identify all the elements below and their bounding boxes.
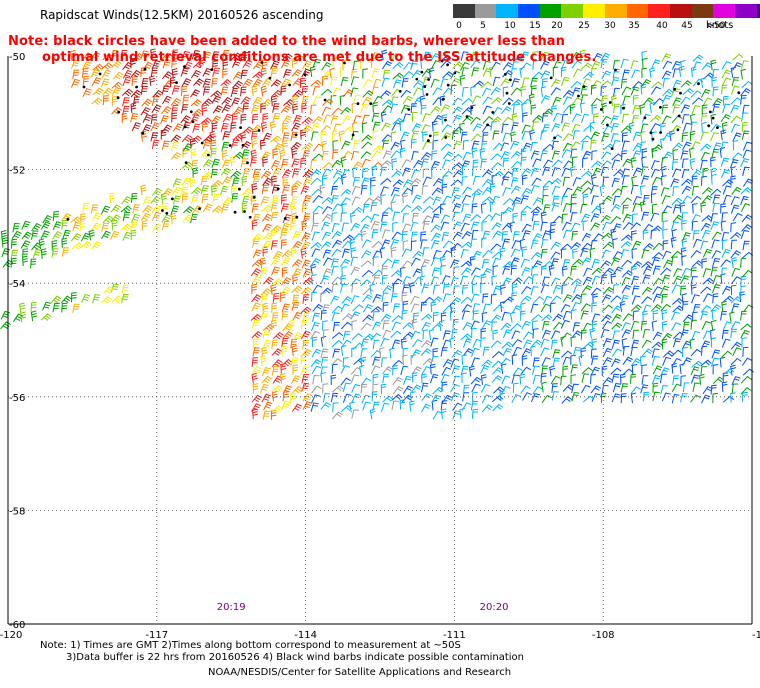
longitude-tick-label: -105 [752, 630, 760, 641]
latitude-tick-label: -56 [9, 393, 25, 404]
contamination-note-line-1: Note: black circles have been added to t… [8, 34, 566, 49]
longitude-tick-label: -111 [443, 630, 466, 641]
colorbar-swatch [648, 4, 670, 18]
latitude-tick-label: -54 [9, 279, 25, 290]
colorbar-swatch [539, 4, 562, 18]
measurement-time-label: 20:20 [480, 602, 509, 613]
colorbar-label: 20 [551, 21, 563, 31]
footer-credit: NOAA/NESDIS/Center for Satellite Applica… [208, 667, 512, 678]
colorbar-swatch [496, 4, 519, 18]
wind-barb-group [0, 51, 754, 404]
colorbar-swatch [518, 4, 540, 18]
footer-note-line-1: Note: 1) Times are GMT 2)Times along bot… [40, 640, 461, 651]
longitude-tick-label: -117 [145, 630, 168, 641]
contamination-note-line-2: optimal wind retrieval conditions are me… [42, 50, 597, 65]
wind-barb-group [310, 150, 434, 420]
colorbar-label: 10 [504, 21, 516, 31]
colorbar-label: 45 [681, 21, 693, 31]
colorbar-label: 15 [529, 21, 541, 31]
colorbar-swatch [669, 4, 692, 18]
colorbar-label: 30 [604, 21, 616, 31]
colorbar-swatch [626, 4, 649, 18]
colorbar-labels: 0 5 10 15 20 25 30 35 40 45 >50 [0, 21, 760, 33]
colorbar-swatch [713, 4, 735, 18]
colorbar-label: 35 [628, 21, 640, 31]
colorbar-swatch [604, 4, 627, 18]
colorbar-swatch [453, 4, 475, 18]
colorbar-label: 0 [456, 21, 462, 31]
colorbar-swatch [583, 4, 605, 18]
measurement-time-label: 20:19 [217, 602, 246, 613]
colorbar-label: >50 [706, 21, 726, 31]
longitude-tick-label: -114 [294, 630, 317, 641]
footer-note-line-2: 3)Data buffer is 22 hrs from 20160526 4)… [66, 652, 524, 663]
colorbar-swatch [756, 4, 760, 18]
map-gridlines [8, 56, 752, 624]
latitude-tick-label: -50 [9, 52, 25, 63]
wind-speed-colorbar [453, 4, 760, 18]
wind-barb-group [310, 50, 753, 420]
product-title: Rapidscat Winds(12.5KM) 20160526 ascendi… [40, 8, 324, 22]
wind-barb-group [61, 52, 382, 421]
wind-barb-group [120, 49, 314, 420]
latitude-tick-label: -60 [9, 620, 25, 631]
wind-barb-group [10, 49, 749, 323]
map-axes: -120 -117 -114 -111 -108 -105 -50 -52 -54 -56 -58 -… [0, 52, 760, 641]
latitude-tick-label: -52 [9, 166, 25, 177]
colorbar-swatch [474, 4, 497, 18]
wind-barb-group [70, 49, 383, 421]
colorbar-swatch [561, 4, 584, 18]
longitude-tick-label: -108 [592, 630, 615, 641]
colorbar-label: 40 [656, 21, 668, 31]
colorbar-swatch [734, 4, 757, 18]
time-labels: 20:19 20:20 [217, 602, 509, 613]
latitude-tick-label: -58 [9, 506, 25, 517]
colorbar-label: 25 [578, 21, 590, 31]
wind-barb-group [121, 48, 314, 194]
colorbar-unit: knots [706, 20, 734, 31]
colorbar-swatch [691, 4, 714, 18]
longitude-tick-label: -120 [0, 630, 22, 641]
wind-barb-group [310, 49, 754, 412]
wind-barb-group [71, 57, 384, 413]
wind-barbs-layer [0, 48, 754, 421]
colorbar-label: 5 [480, 21, 486, 31]
